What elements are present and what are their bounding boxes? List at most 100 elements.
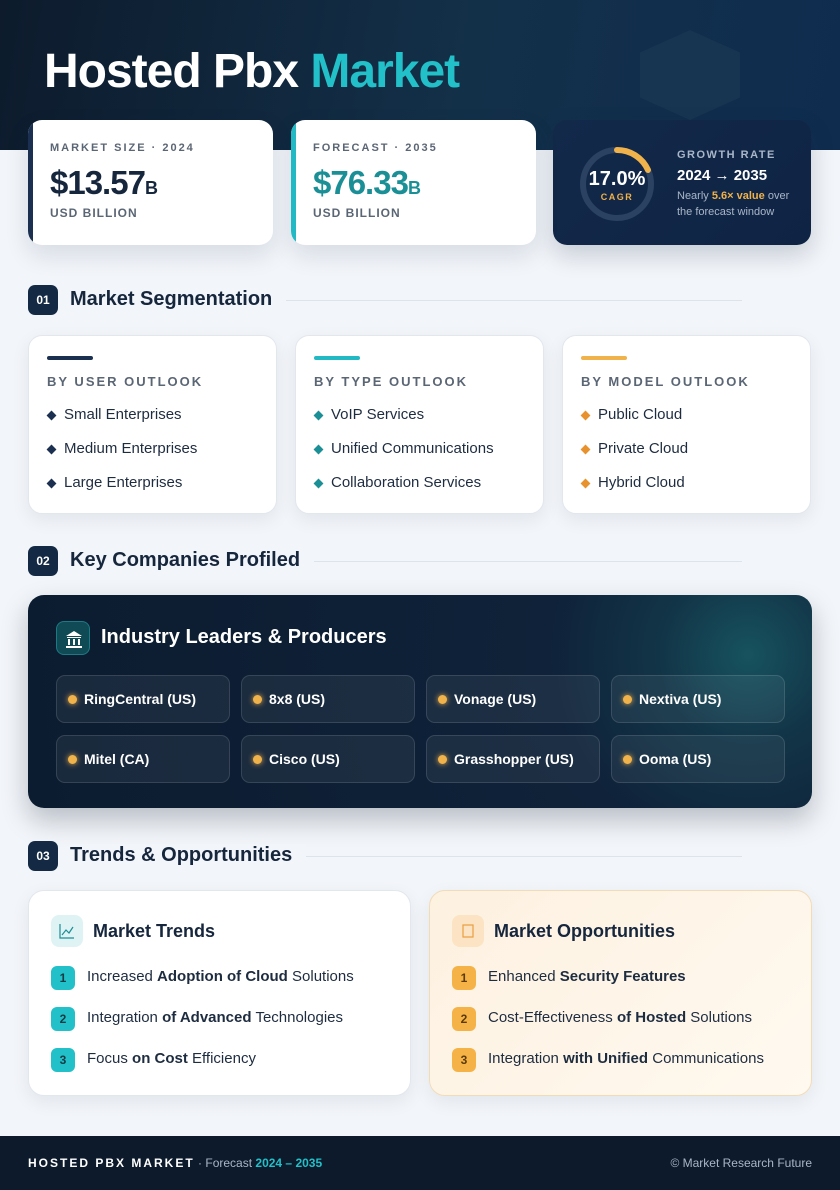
bullet: [46, 478, 57, 489]
stat-unit: USD BILLION: [50, 206, 138, 220]
note-part: 5.6× value: [711, 190, 765, 202]
item-text: Integration with Unified Communications: [488, 1050, 764, 1067]
segment-heading: BY TYPE OUTLOOK: [314, 374, 468, 389]
icon: [59, 924, 74, 939]
accent-bar: [47, 356, 93, 360]
stat-number: $13.57: [50, 164, 146, 201]
ring-arc: [614, 147, 651, 173]
item-number: 3: [51, 1048, 75, 1072]
company-pill: Grasshopper (US): [426, 735, 600, 783]
icon: [66, 631, 82, 648]
segment-item: Hybrid Cloud: [598, 474, 685, 491]
bullet: [313, 444, 324, 455]
segment-item: Medium Enterprises: [64, 440, 198, 457]
footer-label: Forecast: [205, 1156, 253, 1170]
segment-item: Unified Communications: [331, 440, 494, 457]
item-number: 1: [452, 966, 476, 990]
footer-range: 2024 – 2035: [255, 1156, 323, 1170]
footer-credit: © Market Research Future: [670, 1156, 812, 1170]
growth-card: 17.0% CAGR GROWTH RATE 2024 → 2035 Nearl…: [553, 120, 811, 245]
section-title: Trends & Opportunities: [70, 844, 307, 867]
segment-item: VoIP Services: [331, 406, 425, 423]
company-pill: Nextiva (US): [611, 675, 785, 723]
footer-separator: ·: [198, 1156, 203, 1170]
section-number: 01: [28, 285, 58, 315]
item-number: 2: [452, 1007, 476, 1031]
text-part: Efficiency: [192, 1050, 256, 1067]
item-number: 3: [452, 1048, 476, 1072]
cagr-ring: [580, 147, 654, 221]
stat-suffix: B: [407, 178, 421, 198]
stat-value: $76.33B: [313, 164, 536, 202]
bullet: [46, 444, 57, 455]
section-rule: [70, 856, 742, 857]
section-rule: [70, 300, 742, 301]
segment-card: BY TYPE OUTLOOK VoIP Services Unified Comm…: [295, 335, 544, 514]
bank-icon: [56, 621, 90, 655]
text-part: Enhanced: [488, 968, 556, 985]
growth-note: Nearly 5.6× value over the forecast wind…: [677, 188, 802, 220]
section-heading: 02 Key Companies Profiled: [28, 546, 812, 576]
trends-card: Market Trends 1 Increased Adoption of Clou…: [28, 890, 411, 1096]
item-text: Increased Adoption of Cloud Solutions: [87, 968, 354, 985]
text-part: Increased: [87, 968, 153, 985]
bullet: [580, 444, 591, 455]
bullet: [580, 478, 591, 489]
bullet: [313, 410, 324, 421]
segment-heading: BY USER OUTLOOK: [47, 374, 204, 389]
text-part: on Cost: [132, 1050, 188, 1067]
segment-item: Small Enterprises: [64, 406, 182, 423]
accent-bar: [314, 356, 360, 360]
bullet: [580, 410, 591, 421]
note-part: over the forecast window: [677, 190, 790, 218]
text-part: Cost-Effectiveness: [488, 1009, 613, 1026]
text-part: Solutions: [292, 968, 354, 985]
hexagon-decor: [640, 30, 740, 120]
card-title: Market Trends: [93, 921, 216, 941]
note-part: Nearly: [677, 190, 709, 202]
item-text: Cost-Effectiveness of Hosted Solutions: [488, 1009, 752, 1026]
companies-panel: Industry Leaders & Producers RingCentral…: [28, 595, 812, 808]
title-main: Hosted Pbx: [44, 45, 299, 98]
footer: HOSTED PBX MARKET · Forecast 2024 – 2035…: [0, 1136, 840, 1190]
text-part: with Unified: [563, 1050, 649, 1067]
segment-card: BY MODEL OUTLOOK Public Cloud Private Clou…: [562, 335, 811, 514]
text-part: Technologies: [255, 1009, 343, 1026]
stat-card: FORECAST · 2035 $76.33B USD BILLION: [291, 120, 536, 245]
company-pill: Vonage (US): [426, 675, 600, 723]
company-pill: Cisco (US): [241, 735, 415, 783]
segment-item: Collaboration Services: [331, 474, 482, 491]
company-pill: 8x8 (US): [241, 675, 415, 723]
segment-heading: BY MODEL OUTLOOK: [581, 374, 750, 389]
card-title: Market Opportunities: [494, 921, 676, 941]
footer-brand: HOSTED PBX MARKET: [28, 1156, 195, 1170]
stat-card: MARKET SIZE · 2024 $13.57B USD BILLION: [28, 120, 273, 245]
section-heading: 01 Market Segmentation: [28, 285, 812, 315]
section-number: 03: [28, 841, 58, 871]
segment-card: BY USER OUTLOOK Small Enterprises Medium E…: [28, 335, 277, 514]
text-part: Solutions: [690, 1009, 753, 1026]
stat-unit: USD BILLION: [313, 206, 401, 220]
stat-suffix: B: [144, 178, 158, 198]
panel-title: Industry Leaders & Producers: [101, 626, 387, 648]
item-number: 2: [51, 1007, 75, 1031]
icon: [462, 924, 474, 938]
stat-number: $76.33: [313, 164, 409, 201]
bullet: [313, 478, 324, 489]
item-text: Focus on Cost Efficiency: [87, 1050, 256, 1067]
text-part: of Advanced: [162, 1009, 252, 1026]
section-heading: 03 Trends & Opportunities: [28, 841, 812, 871]
section-title: Market Segmentation: [70, 288, 287, 311]
company-pill: Mitel (CA): [56, 735, 230, 783]
footer-left: HOSTED PBX MARKET · Forecast 2024 – 2035: [28, 1156, 322, 1170]
bullet: [46, 410, 57, 421]
stat-label: FORECAST · 2035: [313, 142, 438, 154]
stat-label: MARKET SIZE · 2024: [50, 142, 195, 154]
item-number: 1: [51, 966, 75, 990]
company-pill: RingCentral (US): [56, 675, 230, 723]
text-part: Security Features: [559, 968, 686, 985]
segment-item: Large Enterprises: [64, 474, 183, 491]
section-title: Key Companies Profiled: [70, 549, 315, 572]
segment-item: Public Cloud: [598, 406, 683, 423]
